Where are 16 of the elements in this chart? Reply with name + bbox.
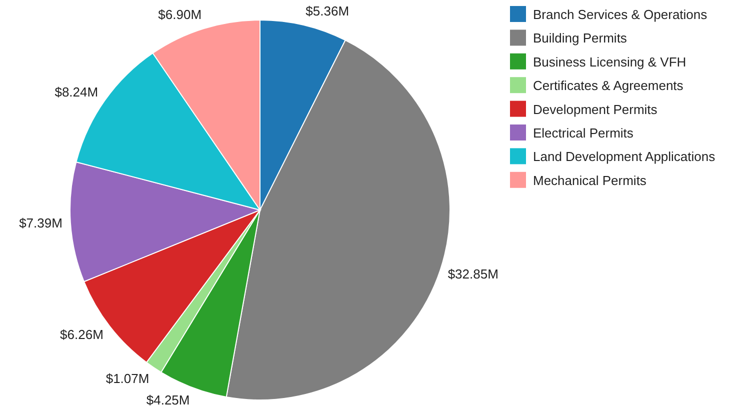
data-label: $32.85M	[448, 266, 498, 282]
legend-label: Branch Services & Operations	[533, 7, 708, 22]
legend-label: Mechanical Permits	[533, 172, 647, 188]
legend-label: Electrical Permits	[533, 126, 634, 140]
data-label: $5.36M	[306, 4, 350, 19]
data-label: $1.07M	[106, 371, 150, 386]
data-label: $6.26M	[60, 326, 104, 342]
legend-label: Development Permits	[533, 102, 658, 117]
legend-label: Certificates & Agreements	[533, 78, 684, 94]
legend-label: Land Development Applications	[533, 149, 716, 164]
data-label: $6.90M	[158, 7, 202, 22]
data-label: $8.24M	[54, 84, 98, 100]
legend-label: Building Permits	[533, 30, 628, 46]
data-label: $4.25M	[146, 392, 190, 408]
data-label: $7.39M	[19, 215, 62, 230]
legend-label: Business Licensing & VFH	[533, 54, 686, 70]
